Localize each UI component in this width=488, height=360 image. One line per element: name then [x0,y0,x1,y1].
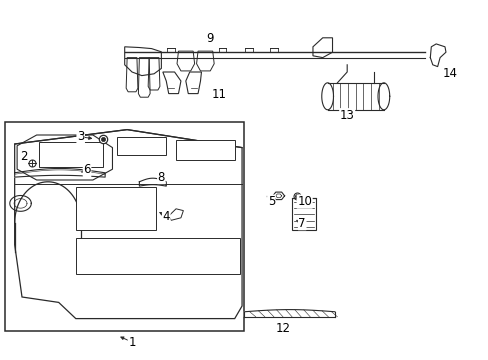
Polygon shape [139,178,166,186]
Text: 4: 4 [162,210,170,222]
Polygon shape [124,52,425,58]
Bar [176,140,234,160]
Bar [292,198,315,230]
Text: 6: 6 [83,163,91,176]
Bar [39,142,102,167]
Text: 5: 5 [267,195,275,208]
Text: 9: 9 [206,32,214,45]
Polygon shape [429,44,445,67]
Text: 13: 13 [339,109,354,122]
Text: 14: 14 [442,67,456,80]
Text: 12: 12 [276,322,290,335]
Bar [76,238,239,274]
Text: 7: 7 [298,217,305,230]
Bar [76,187,156,230]
Polygon shape [244,310,334,317]
Polygon shape [327,83,383,110]
Text: 10: 10 [297,195,311,208]
Bar [5,122,244,331]
Text: 11: 11 [211,88,226,101]
Text: 1: 1 [128,336,136,348]
Bar [117,137,166,155]
Text: 8: 8 [157,171,165,184]
Text: 3: 3 [77,130,84,143]
Text: 2: 2 [20,150,27,163]
Polygon shape [272,192,284,199]
Polygon shape [15,168,105,177]
